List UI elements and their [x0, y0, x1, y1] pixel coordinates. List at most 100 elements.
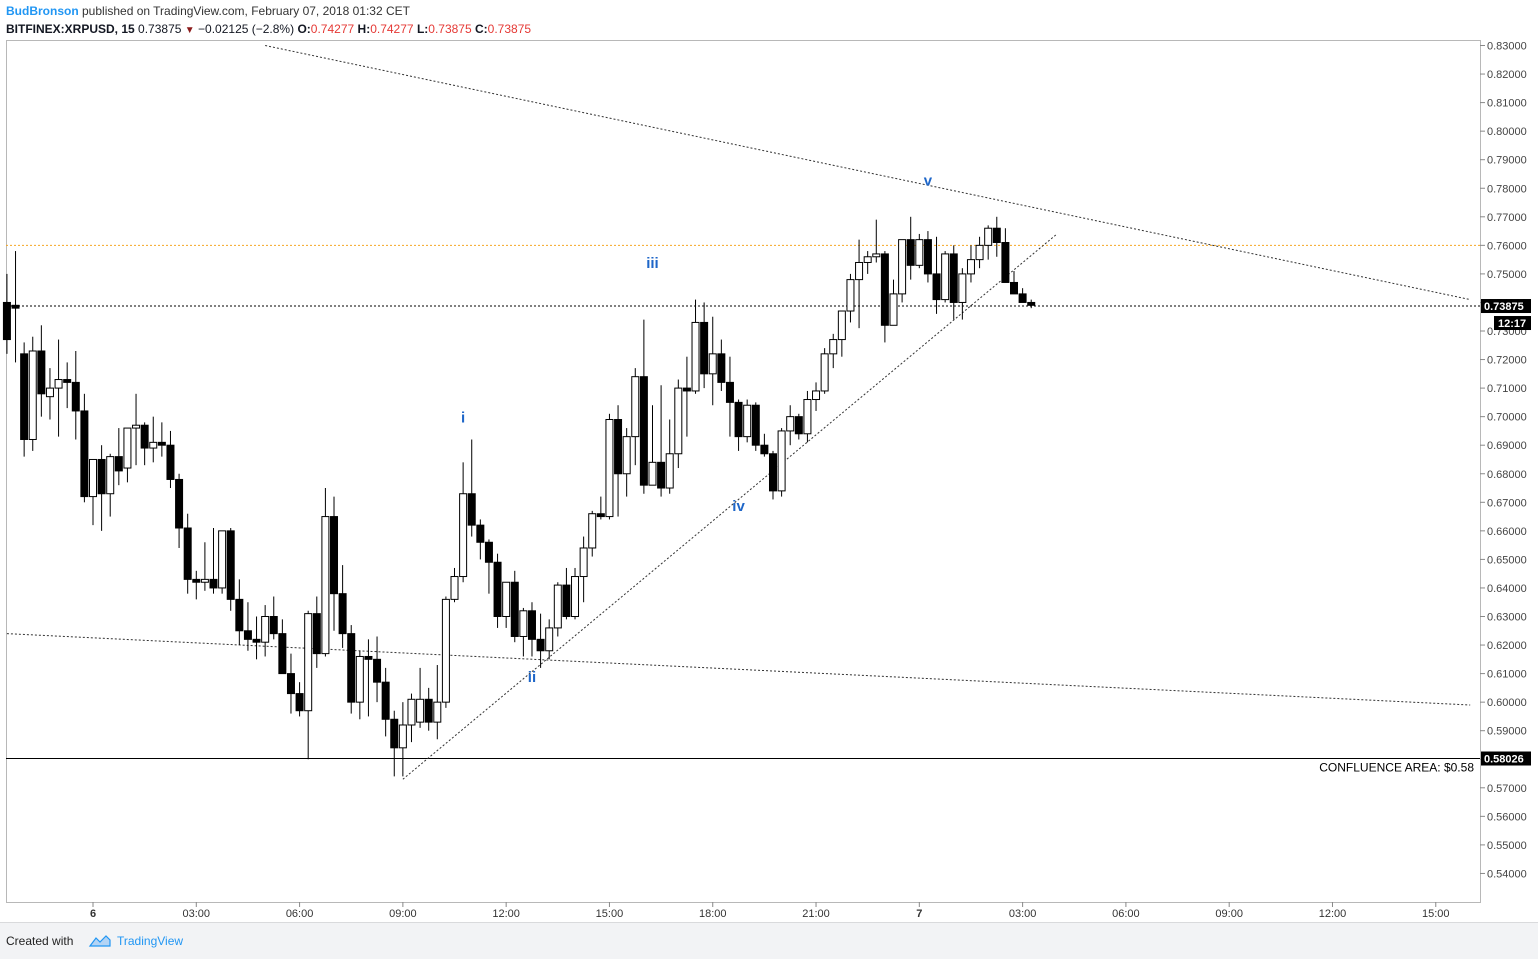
candle-body — [923, 239, 932, 275]
trendline-lower-channel — [6, 633, 1471, 706]
candle-body — [441, 598, 450, 703]
candle-body — [11, 304, 20, 309]
candle-body — [614, 419, 623, 475]
price-tick-label: 0.66000 — [1487, 526, 1527, 538]
candle-body — [992, 227, 1001, 243]
price-change: −0.02125 (−2.8%) — [198, 22, 295, 36]
candle-body — [553, 584, 562, 629]
price-tick-label: 0.54000 — [1487, 868, 1527, 880]
price-tick-label: 0.57000 — [1487, 783, 1527, 795]
candle-body — [527, 610, 536, 640]
candle-body — [416, 698, 425, 723]
candle-body — [132, 424, 141, 429]
time-tick-label: 15:00 — [1422, 908, 1450, 920]
candle-body — [63, 379, 72, 383]
wave-label: iv — [732, 498, 745, 515]
candle-body — [321, 516, 330, 655]
time-tick-label: 09:00 — [1215, 908, 1243, 920]
created-with-text: Created with — [6, 934, 74, 948]
price-tick-label: 0.80000 — [1487, 126, 1527, 138]
price-tick-label: 0.64000 — [1487, 583, 1527, 595]
candle-body — [235, 598, 244, 632]
candle-body — [734, 401, 743, 438]
price-badge-label: 0.73875 — [1484, 301, 1524, 313]
candle-body — [880, 253, 889, 326]
price-tick-label: 0.61000 — [1487, 669, 1527, 681]
close-value: 0.73875 — [487, 22, 532, 36]
candle-body — [545, 627, 554, 652]
price-tick-label: 0.67000 — [1487, 497, 1527, 509]
candle-body — [149, 441, 158, 449]
price-badge — [1481, 751, 1531, 766]
candle-body — [794, 416, 803, 435]
author-link[interactable]: BudBronson — [6, 4, 79, 18]
candle-body — [631, 376, 640, 438]
candle-body — [209, 578, 218, 589]
tradingview-logo-icon[interactable] — [88, 934, 112, 948]
candle-body — [975, 244, 984, 261]
candle-body — [708, 353, 717, 375]
candle-body — [80, 410, 89, 498]
price-tick-label: 0.75000 — [1487, 269, 1527, 281]
symbol-header: BITFINEX:XRPUSD, 15 0.73875 ▼ −0.02125 (… — [6, 21, 531, 37]
candle-body — [304, 613, 313, 712]
candle-body — [863, 256, 872, 263]
candle-body — [467, 493, 476, 526]
low-label: L: — [416, 22, 429, 36]
candle-body — [536, 638, 545, 652]
candle-body — [71, 381, 80, 412]
candle-body — [665, 453, 674, 489]
time-tick-label: 03:00 — [183, 908, 211, 920]
candle-body — [682, 387, 691, 392]
time-tick-label: 06:00 — [286, 908, 314, 920]
candle-body — [226, 530, 235, 600]
price-tick-label: 0.77000 — [1487, 212, 1527, 224]
candle-body — [855, 261, 864, 281]
candle-body — [915, 239, 924, 266]
candle-body — [605, 419, 614, 518]
time-tick-label: 6 — [90, 908, 96, 920]
candle-body — [768, 453, 777, 492]
candle-body — [941, 253, 950, 301]
open-label: O: — [297, 22, 311, 36]
candle-body — [571, 576, 580, 618]
candle-body — [20, 353, 29, 440]
candle-body — [200, 578, 209, 583]
candle-body — [1001, 241, 1010, 283]
candle-body — [1018, 293, 1027, 303]
candle-body — [37, 350, 46, 395]
publish-header: BudBronson published on TradingView.com,… — [6, 3, 410, 19]
candle-body — [278, 633, 287, 675]
candle-body — [114, 456, 123, 472]
candle-body — [579, 547, 588, 578]
open-value: 0.74277 — [310, 22, 355, 36]
candle-body — [829, 339, 838, 355]
candle-body — [898, 239, 907, 295]
candle-body — [381, 681, 390, 720]
price-tick-label: 0.83000 — [1487, 41, 1527, 53]
countdown-label: 12:17 — [1498, 318, 1526, 330]
candle-body — [906, 239, 915, 266]
candle-body — [243, 630, 252, 640]
candle-body — [424, 698, 433, 723]
candle-body — [269, 616, 278, 635]
candle-body — [28, 350, 37, 440]
price-chart[interactable]: 0.83000 0.82000 0.81000 0.80000 0.79000 0.780… — [0, 0, 1538, 922]
candle-body — [398, 724, 407, 749]
countdown-badge — [1494, 316, 1531, 331]
candle-body — [932, 273, 941, 301]
candle-body — [433, 701, 442, 723]
candle-body — [355, 655, 364, 703]
candle-body — [157, 441, 166, 446]
candle-body — [777, 430, 786, 492]
price-tick-label: 0.79000 — [1487, 155, 1527, 167]
price-tick-label: 0.81000 — [1487, 98, 1527, 110]
price-tick-label: 0.56000 — [1487, 811, 1527, 823]
symbol-name[interactable]: BITFINEX:XRPUSD, 15 — [6, 22, 135, 36]
price-tick-label: 0.59000 — [1487, 726, 1527, 738]
candle-body — [476, 524, 485, 543]
candle-body — [218, 530, 227, 589]
tradingview-brand-link[interactable]: TradingView — [117, 934, 184, 948]
wave-label: v — [924, 172, 933, 189]
candle-body — [717, 353, 726, 383]
